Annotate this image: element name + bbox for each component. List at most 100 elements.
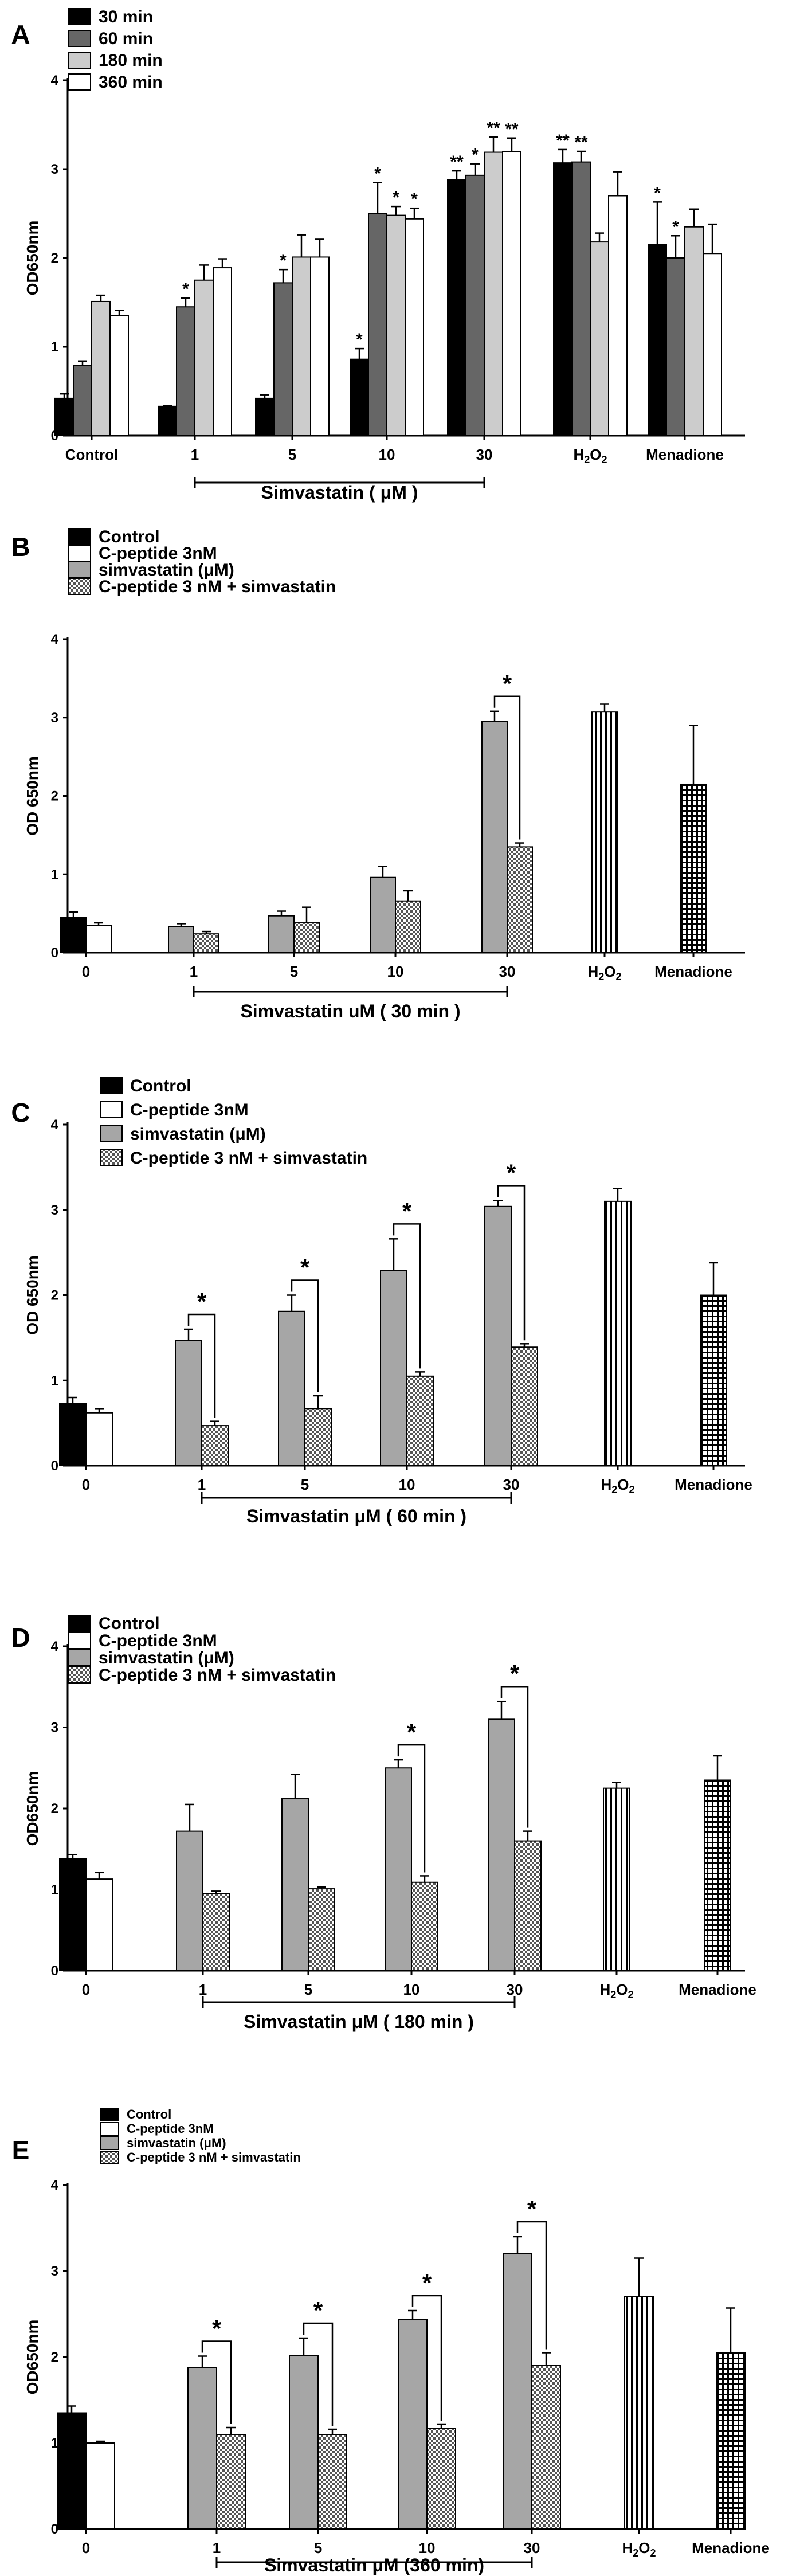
- significance-bracket: [201, 2340, 232, 2424]
- bar: [176, 306, 195, 436]
- chart-panel-a: A01234OD650nmControl151030H2O2MenadioneS…: [11, 7, 745, 503]
- significance-star: **: [574, 133, 588, 152]
- bar: [268, 915, 295, 954]
- y-tick-label: 1: [51, 2436, 58, 2451]
- bracket-label: Simvastatin μM ( 180 min ): [244, 2011, 474, 2032]
- category-label: 10: [379, 446, 395, 463]
- y-tick-label: 2: [51, 250, 58, 266]
- bar: [202, 1893, 230, 1971]
- legend-swatch: [100, 2122, 119, 2136]
- bar: [109, 315, 129, 436]
- bar: [187, 2367, 217, 2530]
- y-axis-label: OD650nm: [23, 2320, 41, 2395]
- legend-label: Control: [99, 1614, 160, 1633]
- category-label: 5: [290, 963, 298, 980]
- panel-label: D: [11, 1623, 30, 1653]
- significance-star: *: [356, 330, 363, 349]
- y-axis-label: OD650nm: [23, 221, 41, 296]
- category-label: H2O2: [622, 2539, 656, 2559]
- bar: [411, 1881, 438, 1971]
- category-label: H2O2: [599, 1981, 633, 2000]
- bar: [168, 926, 194, 954]
- bar: [54, 397, 74, 437]
- legend-swatch: [68, 528, 91, 545]
- category-label: 1: [190, 963, 198, 980]
- bar: [293, 922, 320, 954]
- bar: [213, 267, 232, 436]
- legend-label: simvastatin (μM): [99, 561, 234, 580]
- panel-label: E: [12, 2135, 30, 2165]
- bar: [648, 244, 667, 436]
- bar: [57, 2412, 87, 2530]
- bar: [380, 1270, 407, 1467]
- significance-star: *: [527, 2195, 537, 2222]
- significance-star: **: [556, 131, 570, 150]
- legend-label: C-peptide 3 nM + simvastatin: [99, 1666, 336, 1685]
- significance-bracket: [397, 1744, 426, 1873]
- significance-star: *: [212, 2315, 222, 2342]
- bar: [193, 933, 219, 954]
- legend-label: 30 min: [99, 7, 153, 26]
- chart-panel-d: D 0 1 2 3 4 OD650nm 0 1 5 10 30 H2O2 Menadione Simvast…: [11, 1614, 756, 2032]
- bar: [553, 162, 573, 436]
- category-label: 30: [499, 963, 516, 980]
- bracket-label: Simvastatin μM (360 min): [264, 2555, 484, 2575]
- significance-bracket: [516, 2221, 547, 2350]
- significance-star: *: [654, 183, 661, 202]
- bar: [85, 1412, 113, 1466]
- legend-swatch: [68, 578, 91, 595]
- bar: [308, 1888, 335, 1971]
- significance-bracket: [411, 2295, 442, 2421]
- bar: [368, 213, 387, 436]
- significance-bracket: [393, 1223, 421, 1369]
- significance-star: *: [422, 2269, 432, 2296]
- category-label: 0: [82, 1981, 90, 1998]
- significance-star: *: [393, 188, 399, 207]
- legend-label: simvastatin (μM): [130, 1125, 266, 1144]
- bar: [73, 365, 92, 436]
- bar: [406, 1375, 434, 1466]
- bar: [484, 1205, 512, 1467]
- bar: [447, 179, 466, 436]
- bar: [278, 1310, 305, 1466]
- category-label: 1: [213, 2539, 221, 2557]
- bar: [59, 1858, 87, 1971]
- legend-label: C-peptide 3nM: [127, 2121, 214, 2136]
- y-tick-label: 4: [51, 1117, 59, 1133]
- significance-bracket: [303, 2322, 334, 2426]
- category-label: 30: [507, 1981, 523, 1998]
- bar: [175, 1340, 202, 1466]
- legend-label: Control: [127, 2107, 171, 2121]
- significance-bracket: [500, 1685, 529, 1828]
- legend-swatch: [68, 8, 91, 25]
- legend-swatch: [68, 1632, 91, 1649]
- bar: [194, 279, 214, 436]
- legend-label: C-peptide 3nM: [99, 1631, 217, 1650]
- category-label: Control: [65, 446, 118, 463]
- y-tick-label: 2: [51, 1288, 58, 1303]
- chart-panel-c: C 0 1 2 3 4 OD 650nm 0 1 5 10 30 H2O2 Menadione Simvas…: [11, 1076, 752, 1526]
- y-tick-label: 4: [51, 73, 59, 88]
- legend-label: Control: [130, 1076, 191, 1095]
- legend-swatch: [68, 30, 91, 47]
- legend-label: 180 min: [99, 51, 163, 70]
- legend-swatch: [68, 1615, 91, 1632]
- category-label: 5: [304, 1981, 312, 1998]
- significance-bracket: [187, 1313, 216, 1418]
- significance-star: **: [450, 152, 464, 171]
- legend-swatch: [100, 2136, 119, 2150]
- bar: [604, 1200, 632, 1466]
- bar: [684, 226, 704, 436]
- significance-star: *: [672, 217, 679, 236]
- significance-star: *: [507, 1159, 516, 1186]
- bar: [386, 214, 406, 436]
- y-tick-label: 0: [51, 1458, 58, 1474]
- bar: [395, 900, 421, 953]
- legend-swatch: [100, 1149, 123, 1166]
- legend-label: simvastatin (μM): [99, 1649, 234, 1667]
- significance-bracket: [497, 1185, 526, 1341]
- bar: [216, 2434, 246, 2530]
- y-tick-label: 4: [51, 1639, 59, 1654]
- category-label: Menadione: [675, 1476, 752, 1493]
